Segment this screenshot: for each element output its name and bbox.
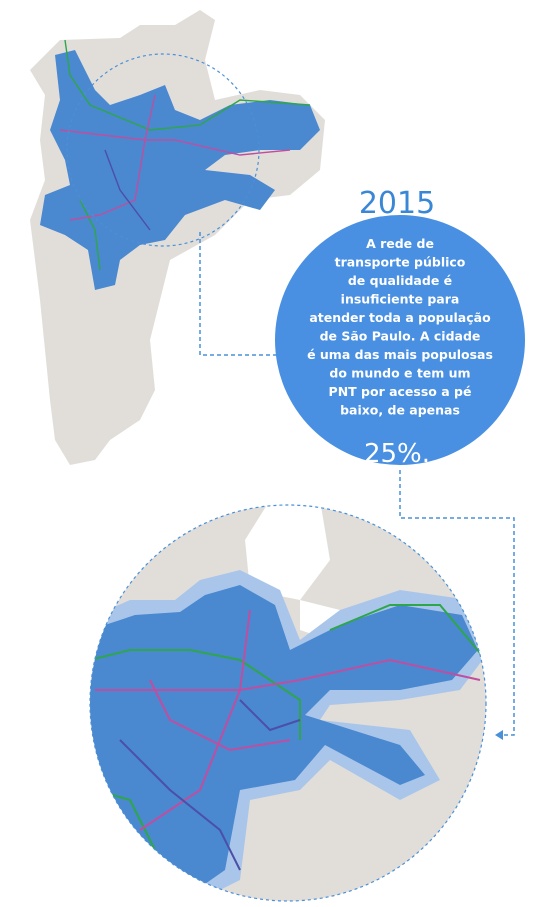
city-map bbox=[30, 10, 325, 465]
description-line: A rede de bbox=[366, 236, 434, 251]
description-line: do mundo e tem um bbox=[329, 366, 470, 381]
infographic: 2015 A rede detransporte públicode quali… bbox=[0, 0, 540, 907]
description-line: baixo, de apenas bbox=[340, 403, 460, 418]
connector bbox=[200, 232, 276, 355]
description-line: é uma das mais populosas bbox=[307, 347, 493, 362]
arrow-head bbox=[495, 730, 503, 740]
description-line: PNT por acesso a pé bbox=[329, 384, 472, 399]
description-line: insuficiente para bbox=[341, 292, 460, 307]
page: São Paulo 2015 html, body { margin: 0; p… bbox=[0, 0, 540, 907]
highlight-value: 25%. bbox=[364, 439, 430, 469]
description-line: atender toda a população bbox=[309, 310, 491, 325]
description-line: de São Paulo. A cidade bbox=[320, 329, 481, 344]
description-line: de qualidade é bbox=[348, 273, 452, 288]
description-line: transporte público bbox=[335, 255, 466, 270]
page-body: {"year": "2015", "description": {"lines"… bbox=[0, 0, 540, 907]
zoom-map bbox=[80, 500, 500, 907]
